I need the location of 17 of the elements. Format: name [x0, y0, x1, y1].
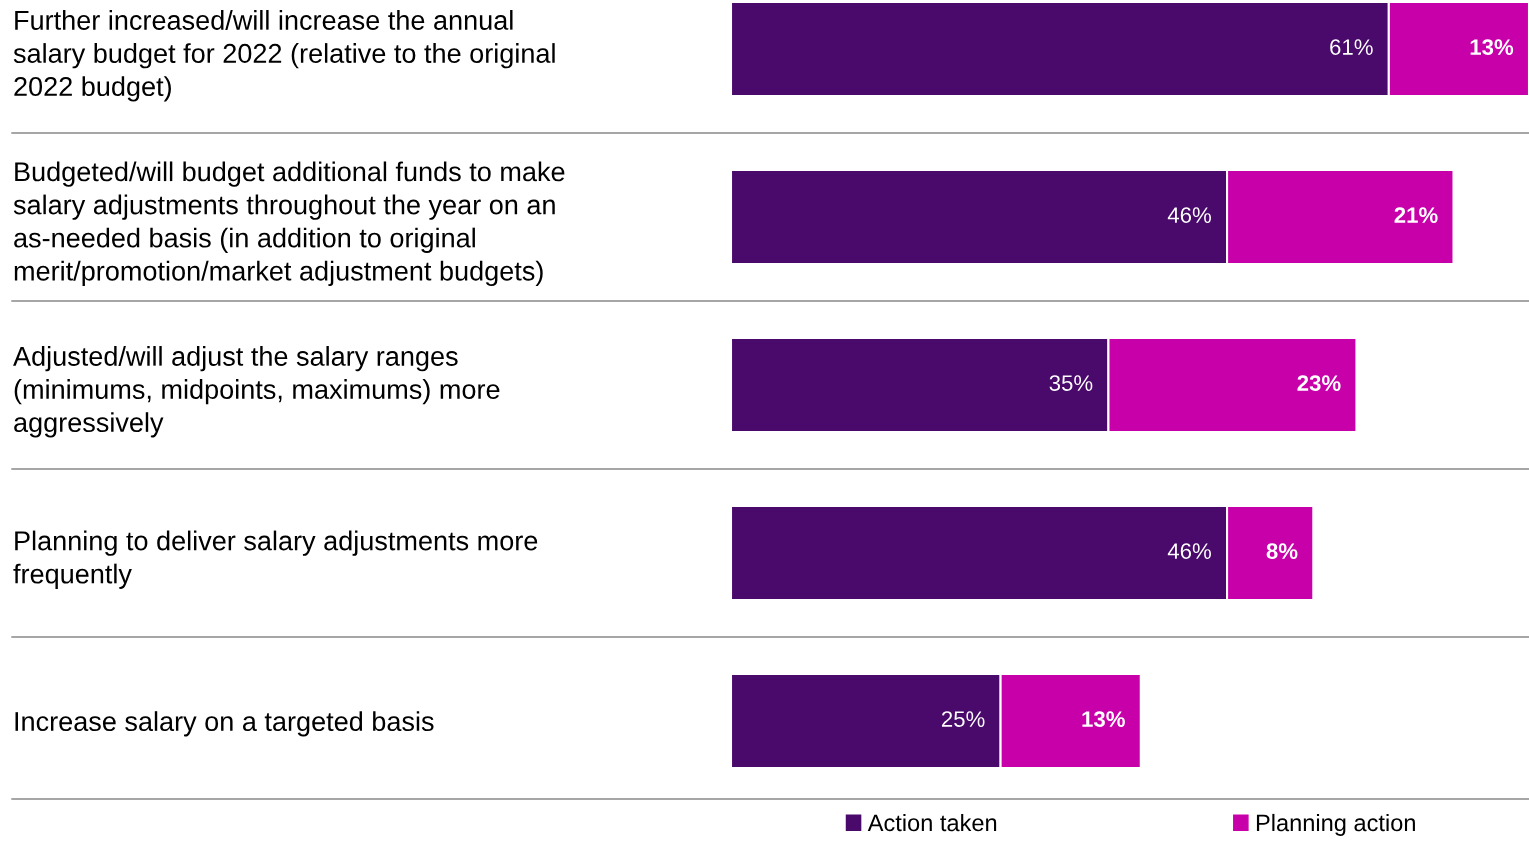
- data-label: 21%: [1394, 207, 1438, 223]
- y-tick-label: Increase salary on a targeted basis: [15, 711, 434, 737]
- y-tick-label: Further increased/will increase the annual salary budget for 2022 (relative to the original 2022 budget): [13, 10, 555, 102]
- data-label: 23%: [1297, 375, 1341, 391]
- data-label: 8%: [1266, 543, 1298, 559]
- data-label: 46%: [1167, 207, 1211, 223]
- legend-label: Planning action: [1256, 813, 1415, 836]
- data-label: 13%: [1470, 39, 1514, 55]
- data-label: 25%: [941, 711, 985, 727]
- y-tick-label: Adjusted/will adjust the salary ranges (minimums, midpoints, maximums) more aggressively: [13, 346, 500, 438]
- data-label: 46%: [1167, 543, 1211, 559]
- y-tick-label: Planning to deliver salary adjustments more frequently: [13, 530, 538, 589]
- y-tick-label: Budgeted/will budget additional funds to make salary adjustments throughout the year on an as-needed basis (in addition to original merit/promotion/market adjustment budgets): [13, 161, 565, 286]
- legend-label: Action taken: [867, 813, 997, 832]
- data-label: 13%: [1082, 711, 1125, 727]
- data-label: 35%: [1049, 375, 1093, 391]
- data-label: 61%: [1330, 39, 1373, 55]
